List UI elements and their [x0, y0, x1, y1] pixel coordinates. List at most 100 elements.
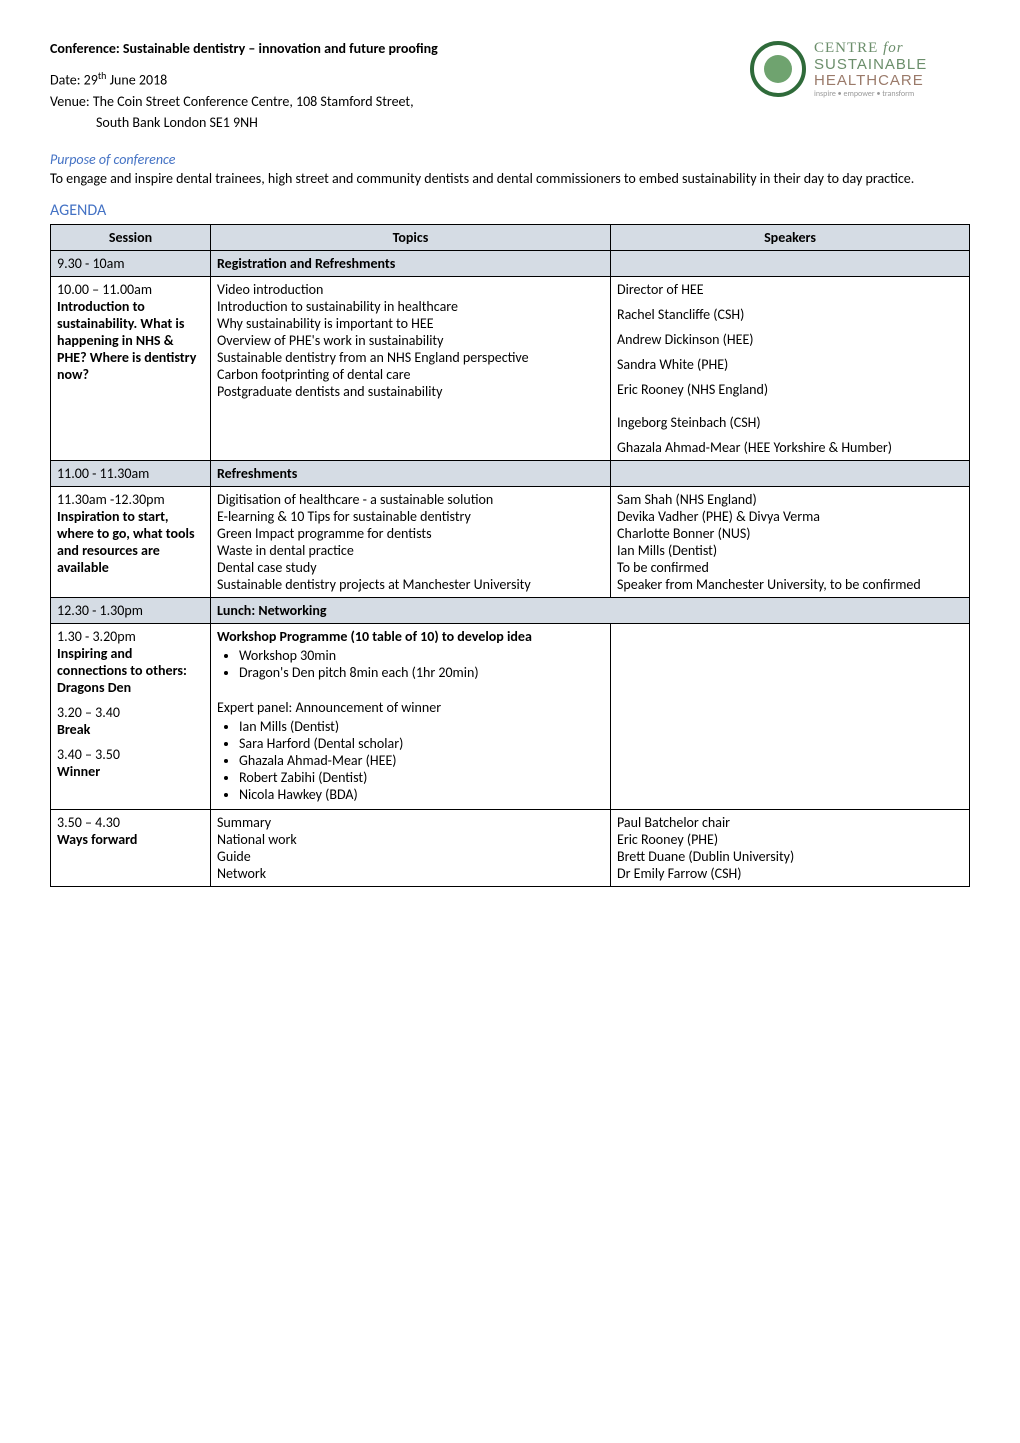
cell-topics: Summary National work Guide Network [211, 809, 611, 886]
topic-line: Why sustainability is important to HEE [217, 315, 604, 332]
speaker-line: Eric Rooney (NHS England) [617, 381, 963, 398]
speaker-line: Ian Mills (Dentist) [617, 542, 963, 559]
speaker-line: Dr Emily Farrow (CSH) [617, 865, 963, 882]
cell-topics: Refreshments [211, 460, 611, 486]
session-time: 10.00 – 11.00am [57, 281, 204, 298]
table-row: 11.00 - 11.30am Refreshments [51, 460, 970, 486]
header-row: Conference: Sustainable dentistry – inno… [50, 40, 970, 135]
session-title: Break [57, 721, 204, 738]
bullet-item: Ian Mills (Dentist) [239, 718, 604, 735]
cell-session: 11.30am -12.30pm Inspiration to start, w… [51, 486, 211, 597]
table-row: 11.30am -12.30pm Inspiration to start, w… [51, 486, 970, 597]
topic-line: Guide [217, 848, 604, 865]
cell-topics: Registration and Refreshments [211, 250, 611, 276]
agenda-heading: AGENDA [50, 201, 970, 220]
topic-line: Summary [217, 814, 604, 831]
venue-line-1: Venue: The Coin Street Conference Centre… [50, 93, 750, 110]
table-header-row: Session Topics Speakers [51, 224, 970, 250]
th-topics: Topics [211, 224, 611, 250]
cell-session: 1.30 - 3.20pm Inspiring and connections … [51, 623, 211, 809]
bullet-list: Workshop 30min Dragon's Den pitch 8min e… [239, 647, 604, 681]
topic-line: Carbon footprinting of dental care [217, 366, 604, 383]
date-label: Date: [50, 72, 84, 89]
topic-line: Network [217, 865, 604, 882]
topic-line: Postgraduate dentists and sustainability [217, 383, 604, 400]
table-row: 3.50 – 4.30 Ways forward Summary Nationa… [51, 809, 970, 886]
speaker-line: Sam Shah (NHS England) [617, 491, 963, 508]
bullet-list: Ian Mills (Dentist) Sara Harford (Dental… [239, 718, 604, 803]
topic-line: Introduction to sustainability in health… [217, 298, 604, 315]
cell-speakers: Director of HEE Rachel Stancliffe (CSH) … [611, 276, 970, 460]
topic-line: Digitisation of healthcare - a sustainab… [217, 491, 604, 508]
cell-speakers [611, 250, 970, 276]
speaker-line: Ingeborg Steinbach (CSH) [617, 414, 963, 431]
speaker-line: Director of HEE [617, 281, 963, 298]
speaker-line: Andrew Dickinson (HEE) [617, 331, 963, 348]
speaker-line: Charlotte Bonner (NUS) [617, 525, 963, 542]
topic-line: Video introduction [217, 281, 604, 298]
conference-title: Conference: Sustainable dentistry – inno… [50, 40, 750, 57]
date-pre: 29 [84, 72, 98, 89]
session-title: Introduction to sustainability. What is … [57, 298, 204, 383]
logo-line1a: CENTRE [814, 40, 878, 56]
topic-bold: Workshop Programme (10 table of 10) to d… [217, 628, 604, 645]
cell-session: 3.50 – 4.30 Ways forward [51, 809, 211, 886]
bullet-item: Sara Harford (Dental scholar) [239, 735, 604, 752]
topic-line: Overview of PHE's work in sustainability [217, 332, 604, 349]
cell-speakers [611, 460, 970, 486]
cell-session: 11.00 - 11.30am [51, 460, 211, 486]
session-time: 1.30 - 3.20pm [57, 628, 204, 645]
session-title: Inspiring and connections to others: Dra… [57, 645, 204, 696]
cell-speakers: Paul Batchelor chair Eric Rooney (PHE) B… [611, 809, 970, 886]
speaker-line: Ghazala Ahmad-Mear (HEE Yorkshire & Humb… [617, 439, 963, 456]
th-session: Session [51, 224, 211, 250]
cell-session: 9.30 - 10am [51, 250, 211, 276]
speaker-line: Speaker from Manchester University, to b… [617, 576, 963, 593]
session-time: 3.40 – 3.50 [57, 746, 204, 763]
speaker-line: Brett Duane (Dublin University) [617, 848, 963, 865]
table-row: 10.00 – 11.00am Introduction to sustaina… [51, 276, 970, 460]
bullet-item: Dragon's Den pitch 8min each (1hr 20min) [239, 664, 604, 681]
purpose-heading: Purpose of conference [50, 151, 970, 168]
cell-speakers: Sam Shah (NHS England) Devika Vadher (PH… [611, 486, 970, 597]
cell-topics: Workshop Programme (10 table of 10) to d… [211, 623, 611, 809]
cell-session: 10.00 – 11.00am Introduction to sustaina… [51, 276, 211, 460]
logo: CENTRE for SUSTAINABLE HEALTHCARE inspir… [750, 40, 970, 98]
topic-line: E-learning & 10 Tips for sustainable den… [217, 508, 604, 525]
topic-line: Expert panel: Announcement of winner [217, 699, 604, 716]
speaker-line: Sandra White (PHE) [617, 356, 963, 373]
date-post: June 2018 [106, 72, 167, 89]
table-row: 9.30 - 10am Registration and Refreshment… [51, 250, 970, 276]
purpose-body: To engage and inspire dental trainees, h… [50, 170, 970, 187]
speaker-line: Rachel Stancliffe (CSH) [617, 306, 963, 323]
session-time: 3.50 – 4.30 [57, 814, 204, 831]
speaker-line: To be confirmed [617, 559, 963, 576]
date-line: Date: 29th June 2018 [50, 69, 750, 89]
speaker-line: Devika Vadher (PHE) & Divya Verma [617, 508, 963, 525]
venue-line-2: South Bank London SE1 9NH [96, 114, 750, 131]
topic-line: Sustainable dentistry from an NHS Englan… [217, 349, 604, 366]
logo-text: CENTRE for SUSTAINABLE HEALTHCARE inspir… [814, 40, 927, 98]
speaker-line: Eric Rooney (PHE) [617, 831, 963, 848]
bullet-item: Workshop 30min [239, 647, 604, 664]
bullet-item: Nicola Hawkey (BDA) [239, 786, 604, 803]
cell-topics: Video introduction Introduction to susta… [211, 276, 611, 460]
header-text-block: Conference: Sustainable dentistry – inno… [50, 40, 750, 135]
table-row: 1.30 - 3.20pm Inspiring and connections … [51, 623, 970, 809]
session-time: 11.30am -12.30pm [57, 491, 204, 508]
topic-line: Waste in dental practice [217, 542, 604, 559]
bullet-item: Ghazala Ahmad-Mear (HEE) [239, 752, 604, 769]
cell-session: 12.30 - 1.30pm [51, 597, 211, 623]
session-title: Ways forward [57, 831, 204, 848]
topic-line: Sustainable dentistry projects at Manche… [217, 576, 604, 593]
topic-line: Green Impact programme for dentists [217, 525, 604, 542]
agenda-table: Session Topics Speakers 9.30 - 10am Regi… [50, 224, 970, 887]
logo-line1b: for [878, 40, 903, 56]
bullet-item: Robert Zabihi (Dentist) [239, 769, 604, 786]
logo-line1: CENTRE for [814, 40, 927, 57]
table-row: 12.30 - 1.30pm Lunch: Networking [51, 597, 970, 623]
logo-circle-icon [750, 41, 806, 97]
logo-line3: HEALTHCARE [814, 73, 927, 90]
topic-line: National work [217, 831, 604, 848]
cell-topics: Digitisation of healthcare - a sustainab… [211, 486, 611, 597]
